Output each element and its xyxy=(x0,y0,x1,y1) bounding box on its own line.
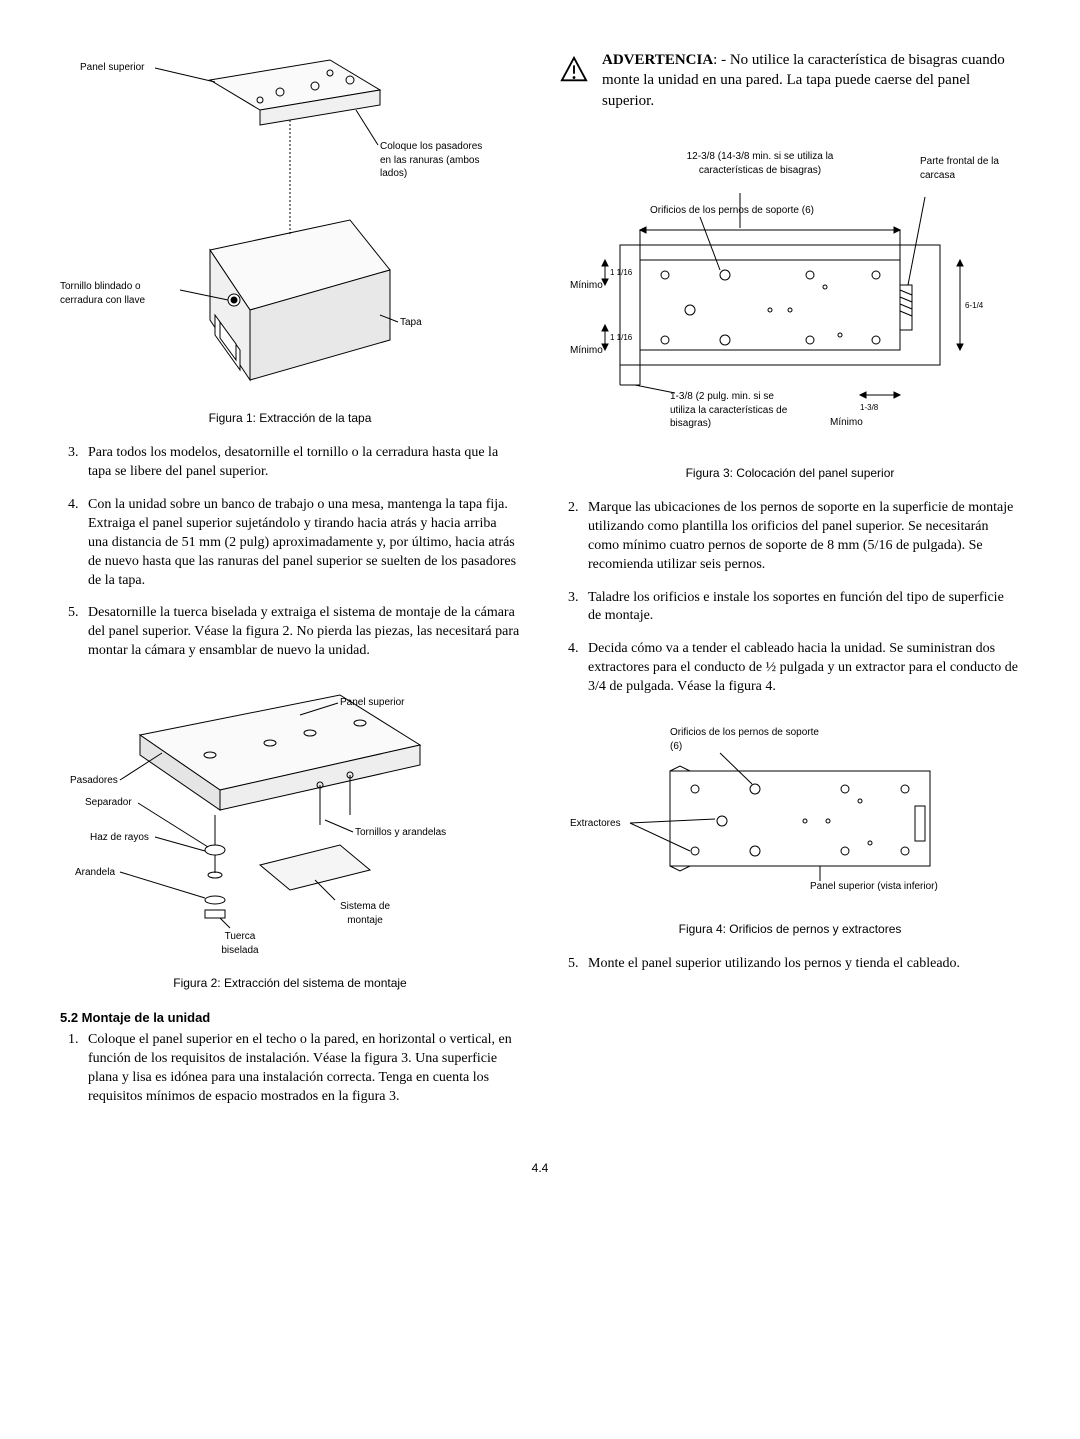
fig2-label-panel: Panel superior xyxy=(340,697,405,708)
fig2-label-haz: Haz de rayos xyxy=(90,832,149,843)
figure-1-caption: Figura 1: Extracción de la tapa xyxy=(60,410,520,426)
section-heading: 5.2 Montaje de la unidad xyxy=(60,1009,520,1027)
right-list-1: Marque las ubicaciones de los pernos de … xyxy=(560,499,1020,697)
r-item-2: Marque las ubicaciones de los pernos de … xyxy=(582,499,1020,575)
list-item-5: Desatornille la tuerca biselada y extrai… xyxy=(82,604,520,661)
r-item-4: Decida cómo va a tender el cableado haci… xyxy=(582,640,1020,697)
warning-text: ADVERTENCIA: - No utilice la característ… xyxy=(602,50,1020,111)
fig2-label-pasadores: Pasadores xyxy=(70,775,118,786)
list-item-4: Con la unidad sobre un banco de trabajo … xyxy=(82,496,520,590)
figure-4-caption: Figura 4: Orificios de pernos y extracto… xyxy=(560,921,1020,937)
figure-3: 12-3/8 (14-3/8 min. si se utiliza la car… xyxy=(560,135,1020,481)
fig3-label-bottom: 1-3/8 (2 pulg. min. si se utiliza la car… xyxy=(670,390,800,431)
page-number: 4.4 xyxy=(60,1160,1020,1176)
fig1-label-tornillo: Tornillo blindado o cerradura con llave xyxy=(60,280,180,307)
fig2-label-sistema: Sistema de montaje xyxy=(330,900,400,927)
sec-item-1: Coloque el panel superior en el techo o … xyxy=(82,1031,520,1107)
list-item-3: Para todos los modelos, desatornille el … xyxy=(82,444,520,482)
fig1-label-pasadores: Coloque los pasadores en las ranuras (am… xyxy=(380,140,490,181)
fig2-label-tuerca: Tuerca biselada xyxy=(210,930,270,957)
fig1-label-tapa: Tapa xyxy=(400,317,422,328)
fig3-label-orif: Orificios de los pernos de soporte (6) xyxy=(650,205,814,216)
fig3-min-right: Mínimo xyxy=(830,417,863,428)
fig4-label-orif: Orificios de los pernos de soporte (6) xyxy=(670,726,820,753)
left-column: Panel superior Coloque los pasadores en … xyxy=(60,50,520,1120)
fig3-dim-br: 1-3/8 xyxy=(860,403,879,412)
fig3-label-parte: Parte frontal de la carcasa xyxy=(920,155,1000,182)
fig4-label-extr: Extractores xyxy=(570,818,621,829)
fig2-label-separador: Separador xyxy=(85,797,132,808)
fig1-label-panel: Panel superior xyxy=(80,62,145,73)
warning-block: ADVERTENCIA: - No utilice la característ… xyxy=(560,50,1020,111)
figure-4: Orificios de los pernos de soporte (6) E… xyxy=(560,711,1020,937)
fig3-dim-l2: 1 1/16 xyxy=(610,333,633,342)
figure-3-caption: Figura 3: Colocación del panel superior xyxy=(560,465,1020,481)
left-list-1: Para todos los modelos, desatornille el … xyxy=(60,444,520,661)
fig3-dim-l1: 1 1/16 xyxy=(610,268,633,277)
warning-bold: ADVERTENCIA xyxy=(602,52,713,68)
r-item-5: Monte el panel superior utilizando los p… xyxy=(582,955,1020,974)
fig3-dim-r: 6-1/4 xyxy=(965,301,984,310)
figure-1: Panel superior Coloque los pasadores en … xyxy=(60,50,520,426)
fig2-label-arandela: Arandela xyxy=(75,867,115,878)
fig3-min-bot: Mínimo xyxy=(570,345,603,356)
r-item-3: Taladre los orificios e instale los sopo… xyxy=(582,589,1020,627)
fig3-min-top: Mínimo xyxy=(570,280,603,291)
right-list-2: Monte el panel superior utilizando los p… xyxy=(560,955,1020,974)
fig4-label-vista: Panel superior (vista inferior) xyxy=(810,881,938,892)
right-column: ADVERTENCIA: - No utilice la característ… xyxy=(560,50,1020,1120)
warning-icon xyxy=(560,56,588,84)
fig3-label-top: 12-3/8 (14-3/8 min. si se utiliza la car… xyxy=(670,150,850,177)
figure-2-caption: Figura 2: Extracción del sistema de mont… xyxy=(60,975,520,991)
figure-2: Panel superior Pasadores Separador Haz d… xyxy=(60,675,520,991)
fig2-label-tornillos: Tornillos y arandelas xyxy=(355,827,446,838)
left-list-2: Coloque el panel superior en el techo o … xyxy=(60,1031,520,1107)
